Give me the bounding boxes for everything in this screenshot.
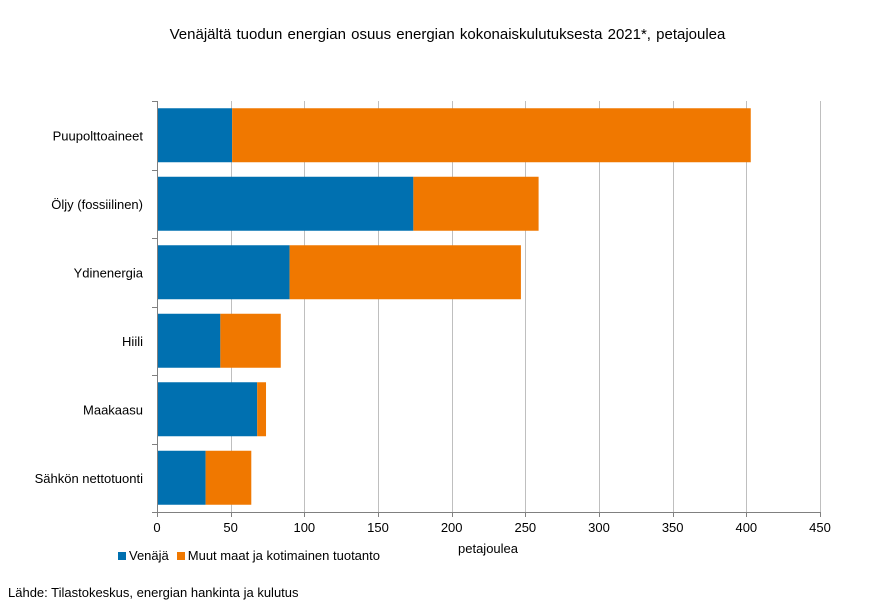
- category-labels: Puupolttoaineet Öljy (fossiilinen) Ydinene…: [35, 128, 144, 486]
- legend-item-venaja: Venäjä: [118, 548, 169, 563]
- x-axis-label: petajoulea: [458, 541, 518, 556]
- category-label-4: Maakaasu: [83, 402, 143, 417]
- grid-lines: [231, 101, 821, 512]
- x-tick-label-250: 250: [514, 520, 536, 535]
- category-label-0: Puupolttoaineet: [53, 128, 144, 143]
- bar-1-1: [413, 176, 539, 231]
- bar-1-5: [205, 450, 252, 505]
- legend-item-muut: Muut maat ja kotimainen tuotanto: [176, 548, 380, 563]
- bar-0-2: [157, 245, 290, 300]
- bars: [157, 108, 751, 505]
- bar-0-5: [157, 450, 206, 505]
- x-tick-label-100: 100: [293, 520, 315, 535]
- legend: Venäjä Muut maat ja kotimainen tuotanto: [118, 548, 388, 563]
- x-tick-labels: 0 50 100 150 200 250 300 350 400 450: [153, 520, 830, 535]
- x-tick-label-50: 50: [223, 520, 237, 535]
- legend-label-muut: Muut maat ja kotimainen tuotanto: [187, 548, 380, 563]
- bar-1-4: [257, 382, 267, 437]
- category-label-5: Sähkön nettotuonti: [35, 471, 144, 486]
- x-tick-label-0: 0: [153, 520, 160, 535]
- bar-1-0: [232, 108, 751, 163]
- axes: [152, 101, 821, 517]
- x-tick-label-300: 300: [588, 520, 610, 535]
- x-tick-label-200: 200: [441, 520, 463, 535]
- legend-swatch-muut: [176, 551, 185, 560]
- legend-swatch-venaja: [118, 551, 126, 560]
- x-tick-label-400: 400: [735, 520, 757, 535]
- x-tick-label-350: 350: [662, 520, 684, 535]
- x-tick-label-150: 150: [367, 520, 389, 535]
- category-label-2: Ydinenergia: [74, 265, 144, 280]
- category-label-1: Öljy (fossiilinen): [51, 197, 143, 212]
- chart-title: Venäjältä tuodun energian osuus energian…: [169, 26, 726, 43]
- bar-1-2: [289, 245, 521, 300]
- source-note: Lähde: Tilastokeskus, energian hankinta …: [8, 585, 299, 600]
- bar-0-0: [157, 108, 233, 163]
- bar-0-3: [157, 313, 221, 368]
- x-tick-label-450: 450: [809, 520, 831, 535]
- category-label-3: Hiili: [122, 334, 143, 349]
- legend-label-venaja: Venäjä: [129, 548, 169, 563]
- bar-0-4: [157, 382, 258, 437]
- bar-0-1: [157, 176, 414, 231]
- bar-1-3: [220, 313, 281, 368]
